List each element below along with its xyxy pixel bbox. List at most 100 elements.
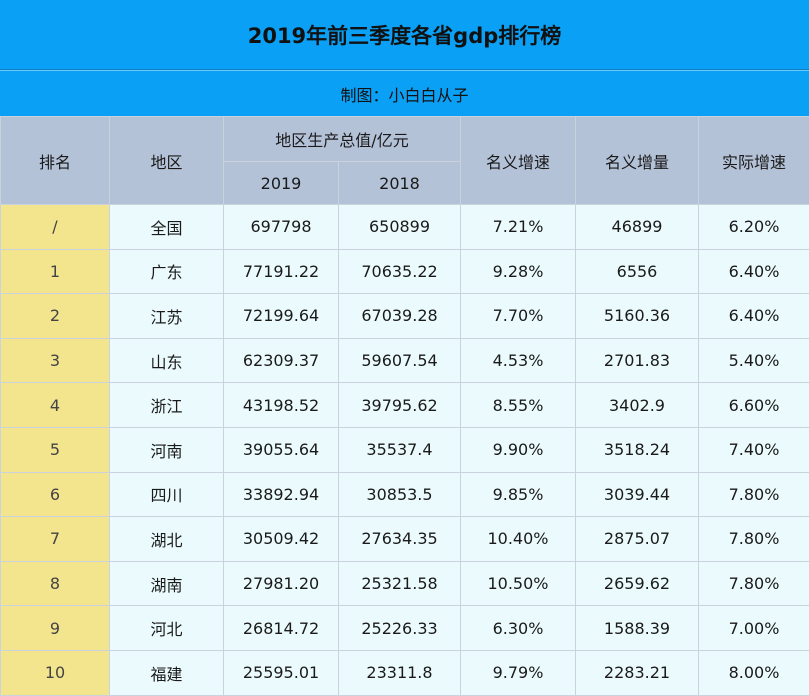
rank-cell: 3 (1, 338, 110, 383)
real-rate-cell: 7.80% (699, 517, 809, 562)
rank-cell: 9 (1, 606, 110, 651)
rank-cell: 4 (1, 383, 110, 428)
gdp-2019-cell: 72199.64 (224, 294, 339, 339)
region-cell: 四川 (110, 472, 224, 517)
page-title: 2019年前三季度各省gdp排行榜 (0, 0, 809, 70)
header-nominal-increase: 名义增量 (576, 117, 699, 205)
region-cell: 河南 (110, 427, 224, 472)
nominal-rate-cell: 6.30% (461, 606, 576, 651)
region-cell: 福建 (110, 650, 224, 695)
header-real-rate: 实际增速 (699, 117, 809, 205)
real-rate-cell: 6.40% (699, 249, 809, 294)
header-year-2019: 2019 (224, 162, 339, 205)
gdp-2018-cell: 23311.8 (339, 650, 461, 695)
gdp-2018-cell: 30853.5 (339, 472, 461, 517)
nominal-increase-cell: 6556 (576, 249, 699, 294)
real-rate-cell: 6.20% (699, 205, 809, 250)
gdp-2018-cell: 650899 (339, 205, 461, 250)
rank-cell: 6 (1, 472, 110, 517)
rank-cell: 2 (1, 294, 110, 339)
rank-cell: 10 (1, 650, 110, 695)
gdp-2019-cell: 77191.22 (224, 249, 339, 294)
gdp-2018-cell: 59607.54 (339, 338, 461, 383)
nominal-increase-cell: 46899 (576, 205, 699, 250)
nominal-rate-cell: 9.79% (461, 650, 576, 695)
header-year-2018: 2018 (339, 162, 461, 205)
gdp-ranking-table: 排名 地区 地区生产总值/亿元 名义增速 名义增量 实际增速 2019 2018… (0, 116, 809, 696)
gdp-2019-cell: 30509.42 (224, 517, 339, 562)
nominal-increase-cell: 2701.83 (576, 338, 699, 383)
region-cell: 广东 (110, 249, 224, 294)
region-cell: 湖北 (110, 517, 224, 562)
rank-cell: / (1, 205, 110, 250)
nominal-rate-cell: 9.85% (461, 472, 576, 517)
region-cell: 江苏 (110, 294, 224, 339)
nominal-increase-cell: 2659.62 (576, 561, 699, 606)
gdp-2018-cell: 27634.35 (339, 517, 461, 562)
region-cell: 浙江 (110, 383, 224, 428)
gdp-2019-cell: 26814.72 (224, 606, 339, 651)
nominal-rate-cell: 9.90% (461, 427, 576, 472)
nominal-increase-cell: 1588.39 (576, 606, 699, 651)
gdp-2019-cell: 39055.64 (224, 427, 339, 472)
header-rank: 排名 (1, 117, 110, 205)
nominal-increase-cell: 3402.9 (576, 383, 699, 428)
rank-cell: 5 (1, 427, 110, 472)
region-cell: 河北 (110, 606, 224, 651)
nominal-rate-cell: 4.53% (461, 338, 576, 383)
region-cell: 湖南 (110, 561, 224, 606)
gdp-2018-cell: 67039.28 (339, 294, 461, 339)
region-cell: 山东 (110, 338, 224, 383)
nominal-increase-cell: 3518.24 (576, 427, 699, 472)
real-rate-cell: 8.00% (699, 650, 809, 695)
page-subtitle: 制图：小白白从子 (0, 70, 809, 116)
real-rate-cell: 6.40% (699, 294, 809, 339)
header-region: 地区 (110, 117, 224, 205)
real-rate-cell: 7.80% (699, 561, 809, 606)
rank-cell: 7 (1, 517, 110, 562)
gdp-2019-cell: 43198.52 (224, 383, 339, 428)
nominal-rate-cell: 10.40% (461, 517, 576, 562)
real-rate-cell: 6.60% (699, 383, 809, 428)
real-rate-cell: 7.80% (699, 472, 809, 517)
nominal-rate-cell: 7.70% (461, 294, 576, 339)
real-rate-cell: 5.40% (699, 338, 809, 383)
nominal-rate-cell: 8.55% (461, 383, 576, 428)
gdp-2018-cell: 25226.33 (339, 606, 461, 651)
gdp-2019-cell: 697798 (224, 205, 339, 250)
gdp-2019-cell: 62309.37 (224, 338, 339, 383)
gdp-2018-cell: 35537.4 (339, 427, 461, 472)
nominal-rate-cell: 9.28% (461, 249, 576, 294)
gdp-2018-cell: 25321.58 (339, 561, 461, 606)
nominal-rate-cell: 10.50% (461, 561, 576, 606)
gdp-2018-cell: 39795.62 (339, 383, 461, 428)
nominal-rate-cell: 7.21% (461, 205, 576, 250)
gdp-2018-cell: 70635.22 (339, 249, 461, 294)
table-header: 排名 地区 地区生产总值/亿元 名义增速 名义增量 实际增速 2019 2018 (1, 117, 809, 205)
gdp-2019-cell: 25595.01 (224, 650, 339, 695)
real-rate-cell: 7.00% (699, 606, 809, 651)
region-cell: 全国 (110, 205, 224, 250)
real-rate-cell: 7.40% (699, 427, 809, 472)
header-gdp-group: 地区生产总值/亿元 (224, 117, 461, 162)
header-nominal-rate: 名义增速 (461, 117, 576, 205)
nominal-increase-cell: 2283.21 (576, 650, 699, 695)
gdp-2019-cell: 27981.20 (224, 561, 339, 606)
rank-cell: 8 (1, 561, 110, 606)
nominal-increase-cell: 5160.36 (576, 294, 699, 339)
nominal-increase-cell: 3039.44 (576, 472, 699, 517)
nominal-increase-cell: 2875.07 (576, 517, 699, 562)
